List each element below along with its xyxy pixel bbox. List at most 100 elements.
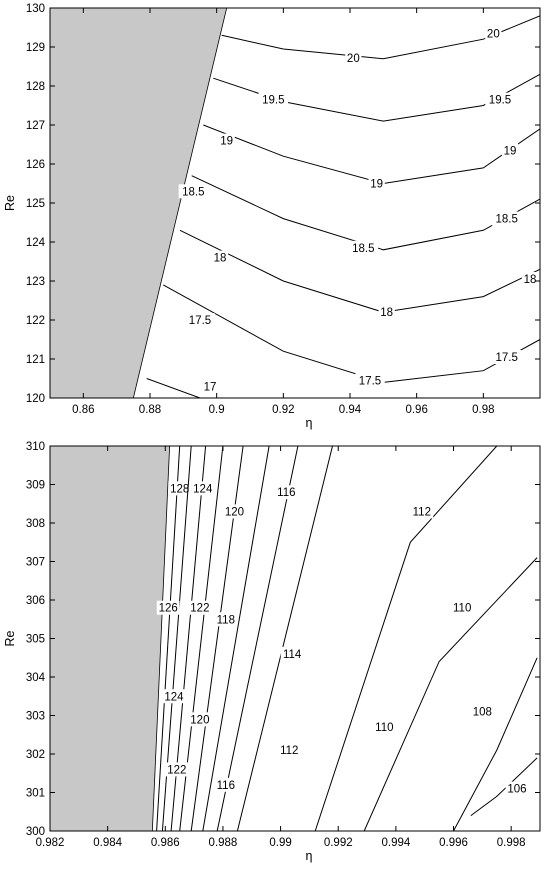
contour-label-bg <box>368 176 385 191</box>
contour-label: 20 <box>347 53 360 65</box>
contour-label: 17.5 <box>189 315 211 327</box>
contour-label-bg <box>168 481 192 496</box>
contour-label: 19 <box>504 145 517 157</box>
contour-label-bg <box>491 211 522 226</box>
contour-label: 18 <box>380 307 393 319</box>
contour-label: 124 <box>193 483 213 495</box>
contour-label-bg <box>162 689 186 704</box>
x-tick-label: 0.86 <box>72 404 94 416</box>
y-tick-label: 310 <box>26 441 45 453</box>
x-tick-label: 0.99 <box>269 837 291 849</box>
y-tick-label: 307 <box>26 557 45 569</box>
y-tick-label: 308 <box>26 518 45 530</box>
y-tick-label: 300 <box>26 826 45 838</box>
contour-label: 17.5 <box>359 375 381 387</box>
contour-label: 128 <box>170 483 189 495</box>
contour-line <box>470 757 538 817</box>
y-tick-label: 120 <box>26 393 45 405</box>
x-tick-label: 0.992 <box>324 837 353 849</box>
contour-label: 18 <box>214 253 227 265</box>
contour-label: 116 <box>217 780 235 792</box>
contour-label: 110 <box>375 722 393 734</box>
contour-label: 114 <box>283 649 302 661</box>
contour-label-bg <box>214 777 238 792</box>
y-tick-label: 305 <box>26 634 45 646</box>
contour-label: 122 <box>190 603 209 615</box>
contour-label-bg <box>185 313 215 327</box>
y-tick-label: 128 <box>26 81 45 93</box>
contour-label-bg <box>165 762 189 777</box>
contour-label-bg <box>277 743 301 758</box>
contour-label: 18 <box>524 274 537 286</box>
y-tick-label: 301 <box>26 788 45 800</box>
contour-label-bg <box>450 600 474 615</box>
contour-label-bg <box>274 485 298 500</box>
y-axis-label: Re <box>3 630 17 646</box>
contour-label-bg <box>188 600 212 615</box>
contour-line <box>146 378 201 398</box>
contour-label-bg <box>378 305 395 320</box>
contour-line <box>202 446 270 831</box>
x-tick-label: 0.9 <box>209 404 225 416</box>
contour-label: 17 <box>204 381 217 393</box>
contour-label: 126 <box>159 603 178 615</box>
y-tick-label: 306 <box>26 595 45 607</box>
plot-area-1: 20 20 19.5 19.5 19 19 19 18.5 18.5 18.5 18 18 18 17.5… <box>50 8 540 398</box>
contour-label: 19 <box>220 136 233 148</box>
x-tick-label: 0.982 <box>36 837 65 849</box>
y-tick-label: 302 <box>26 749 45 761</box>
contour-label-bg <box>191 481 215 496</box>
y-tick-label: 303 <box>26 711 45 723</box>
contour-label: 19.5 <box>262 95 284 107</box>
x-axis-label: η <box>306 416 313 430</box>
contour-label: 120 <box>225 506 244 518</box>
contour-line <box>156 446 181 831</box>
y-tick-label: 121 <box>26 354 45 366</box>
contour-line <box>314 446 498 831</box>
contour-label-bg <box>505 781 529 796</box>
contour-line <box>163 284 540 383</box>
contour-label: 106 <box>507 784 526 796</box>
contour-line <box>216 446 299 831</box>
shaded-region <box>50 446 171 831</box>
contour-label: 110 <box>453 603 471 615</box>
contour-label: 19.5 <box>489 95 511 107</box>
y-tick-label: 126 <box>26 159 45 171</box>
y-tick-label: 304 <box>26 672 46 684</box>
contour-label-bg <box>214 612 238 627</box>
contour-label: 18.5 <box>182 186 204 198</box>
contour-label-bg <box>470 704 494 719</box>
contour-label-bg <box>491 350 522 365</box>
contour-label: 20 <box>487 28 500 40</box>
y-tick-label: 125 <box>26 198 45 210</box>
contour-label-bg <box>156 600 180 615</box>
x-tick-label: 0.92 <box>272 404 294 416</box>
x-tick-label: 0.96 <box>405 404 427 416</box>
contour-label-bg <box>485 92 515 107</box>
contour-label-bg <box>372 720 396 735</box>
contour-label: 124 <box>164 691 184 703</box>
contour-label: 19 <box>370 179 383 191</box>
contour-line <box>191 175 540 251</box>
contour-label: 116 <box>277 487 295 499</box>
shaded-region <box>50 8 228 398</box>
contour-label-bg <box>485 26 502 41</box>
contour-label: 17.5 <box>495 352 517 364</box>
contour-line <box>221 15 540 60</box>
contour-label: 122 <box>167 764 186 776</box>
y-axis-label: Re <box>3 195 17 211</box>
contour-label-bg <box>521 272 539 287</box>
contour-line <box>363 557 538 831</box>
x-axis-label: η <box>306 849 313 863</box>
x-tick-label: 0.88 <box>139 404 161 416</box>
contour-label-bg <box>188 712 212 727</box>
x-tick-label: 0.998 <box>497 837 526 849</box>
contour-label: 112 <box>280 745 298 757</box>
contour-label-bg <box>280 646 304 661</box>
x-tick-label: 0.94 <box>339 404 362 416</box>
y-tick-label: 127 <box>26 120 45 132</box>
y-tick-label: 123 <box>26 276 45 288</box>
contour-label-bg <box>345 50 362 65</box>
contour-label-bg <box>348 240 379 255</box>
contour-label-bg <box>258 92 289 107</box>
